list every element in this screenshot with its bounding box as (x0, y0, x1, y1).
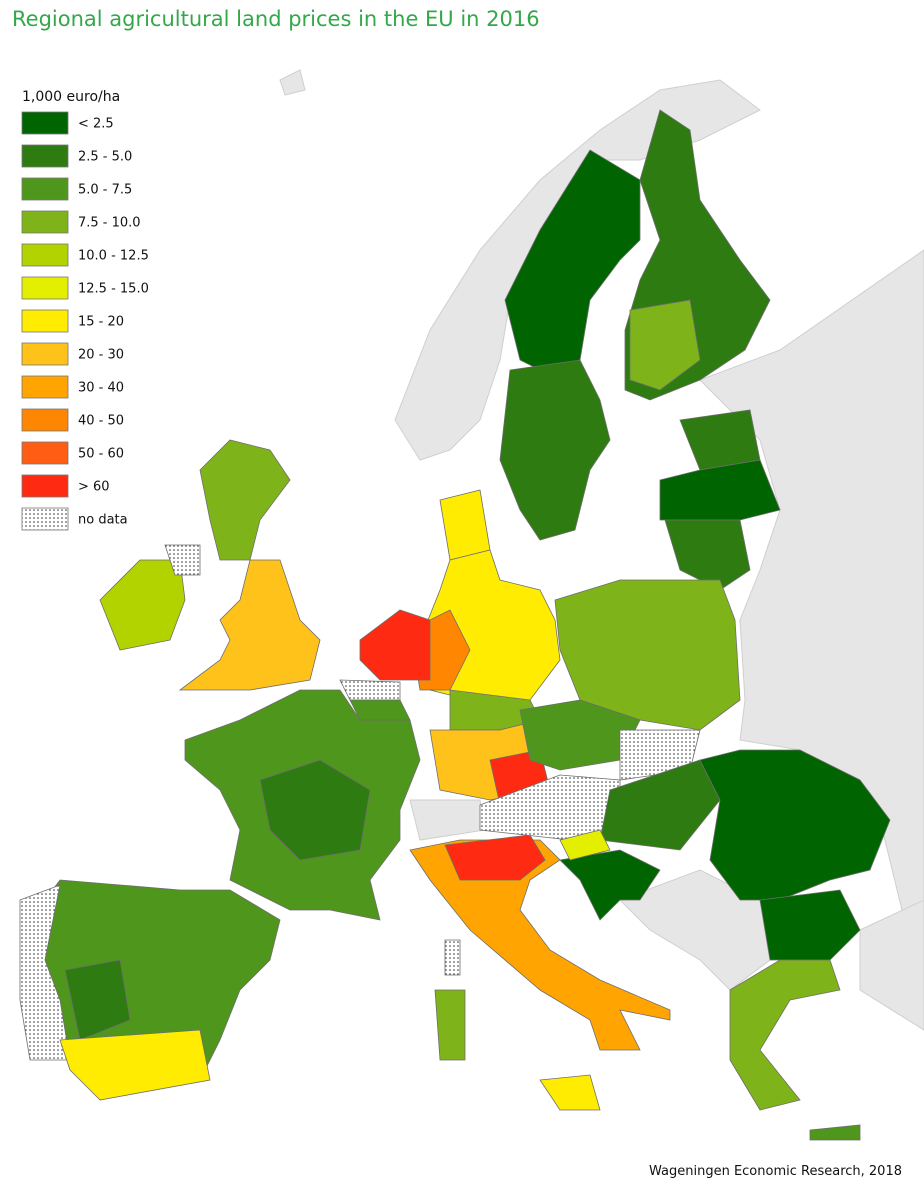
andalusia (59, 1029, 211, 1101)
legend-swatch (21, 276, 69, 300)
latvia (659, 459, 781, 521)
legend-label: 10.0 - 12.5 (78, 249, 149, 264)
legend-swatch (21, 210, 69, 234)
map-title: Regional agricultural land prices in the… (12, 7, 540, 31)
regions (19, 109, 891, 1141)
sweden-north (504, 149, 641, 371)
sardinia (434, 989, 466, 1061)
croatia (559, 849, 661, 921)
bulgaria (759, 889, 861, 961)
belgium (349, 699, 411, 721)
legend-swatch (21, 375, 69, 399)
legend-swatch (21, 177, 69, 201)
legend-label: 20 - 30 (78, 348, 124, 363)
legend: < 2.5 2.5 - 5.0 5.0 - 7.5 7.5 - 10.0 10.0 - … (21, 111, 149, 531)
legend-swatch (21, 342, 69, 366)
legend-label: 5.0 - 7.5 (78, 183, 132, 198)
denmark (439, 489, 491, 561)
england (178, 559, 321, 691)
legend-swatch (21, 507, 69, 531)
non-eu-land (279, 69, 924, 1031)
lithuania (664, 519, 751, 591)
italy (409, 839, 671, 1051)
eastern-europe (699, 249, 924, 1001)
legend-label: 15 - 20 (78, 315, 124, 330)
sicily (539, 1074, 601, 1111)
portugal (19, 884, 71, 1061)
legend-swatch (21, 309, 69, 333)
legend-swatch (21, 111, 69, 135)
poland (554, 579, 741, 731)
scotland (199, 439, 291, 561)
romania (699, 749, 891, 901)
credit: Wageningen Economic Research, 2018 (649, 1164, 902, 1179)
france-centre (259, 759, 371, 861)
finland-south (629, 299, 701, 391)
legend-swatch (21, 441, 69, 465)
legend-swatch (21, 474, 69, 498)
turkey (859, 899, 924, 1031)
legend-label: > 60 (78, 480, 110, 495)
legend-label: 50 - 60 (78, 447, 124, 462)
norway (394, 79, 761, 461)
balkans (619, 869, 771, 991)
ireland (99, 559, 186, 651)
estonia (679, 409, 761, 471)
legend-title: 1,000 euro/ha (22, 89, 120, 105)
legend-swatch (21, 408, 69, 432)
legend-label: 12.5 - 15.0 (78, 282, 149, 297)
netherlands (359, 609, 431, 681)
legend-swatch (21, 144, 69, 168)
corsica (444, 939, 461, 976)
slovenia (559, 829, 611, 861)
greece (729, 959, 841, 1111)
iceland-coast (279, 69, 306, 96)
legend-label: 40 - 50 (78, 414, 124, 429)
northern-ireland (164, 544, 201, 576)
legend-swatch (21, 243, 69, 267)
legend-label: 2.5 - 5.0 (78, 150, 132, 165)
legend-label: no data (78, 513, 128, 528)
hungary (599, 759, 721, 851)
switzerland (409, 799, 486, 841)
extremadura (64, 959, 131, 1041)
legend-label: 7.5 - 10.0 (78, 216, 141, 231)
italy-north (444, 834, 546, 881)
legend-label: 30 - 40 (78, 381, 124, 396)
crete (809, 1124, 861, 1141)
sweden-south (499, 359, 611, 541)
belgium-wallonia (339, 679, 401, 701)
legend-label: < 2.5 (78, 117, 114, 132)
